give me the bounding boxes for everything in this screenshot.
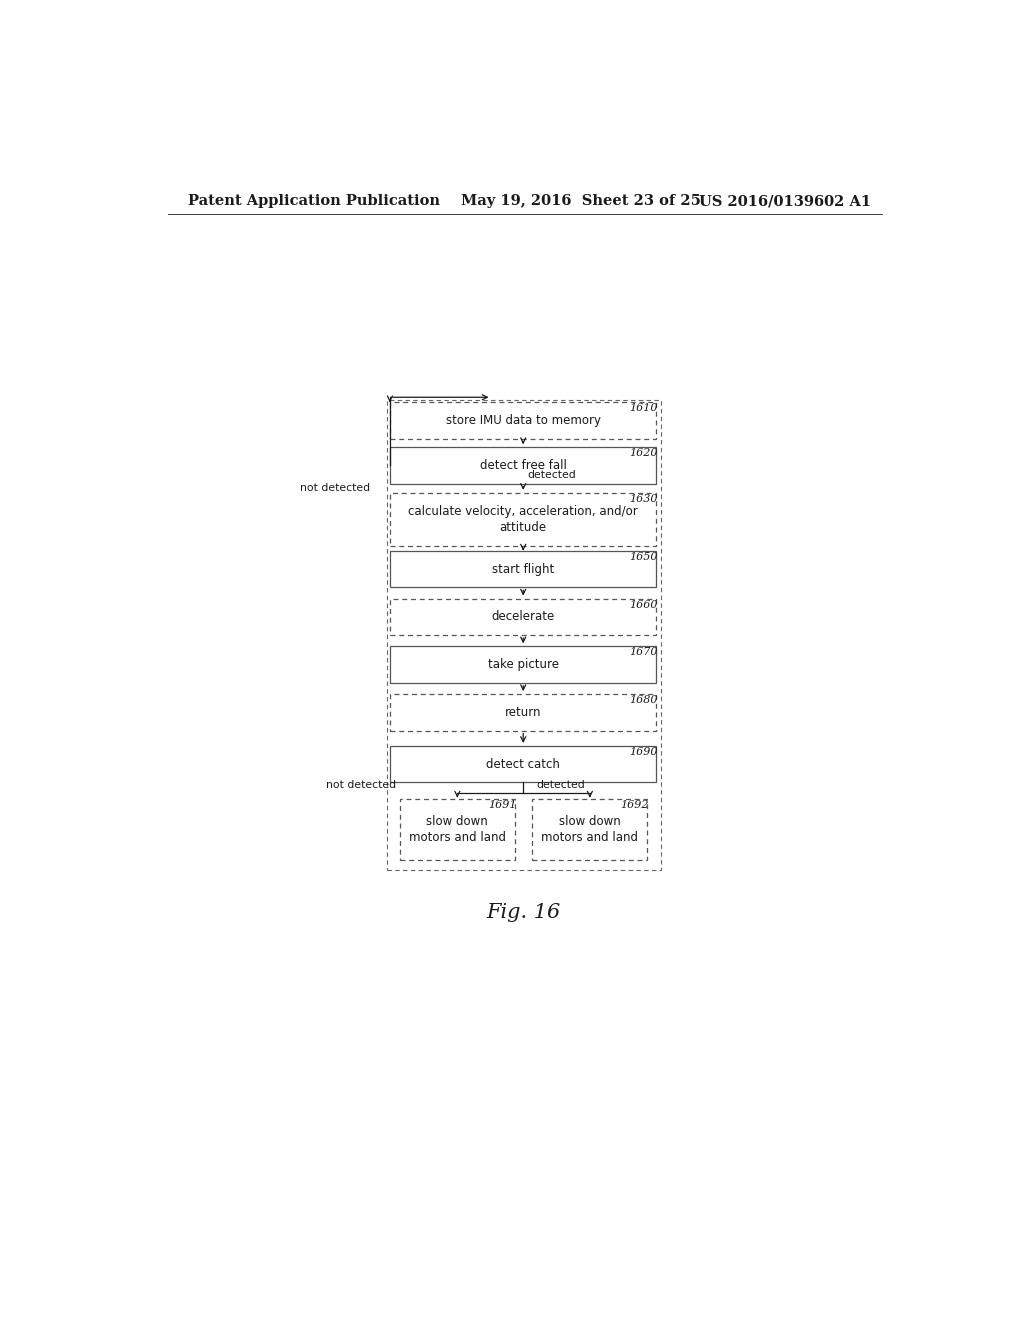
FancyBboxPatch shape xyxy=(390,598,656,635)
Text: return: return xyxy=(505,706,542,719)
Text: detected: detected xyxy=(527,470,575,480)
Text: Fig. 16: Fig. 16 xyxy=(486,903,560,923)
Text: not detected: not detected xyxy=(300,483,371,492)
FancyBboxPatch shape xyxy=(532,799,647,859)
Text: not detected: not detected xyxy=(326,780,396,789)
Text: 1660: 1660 xyxy=(629,599,657,610)
Text: slow down
motors and land: slow down motors and land xyxy=(542,814,638,843)
FancyBboxPatch shape xyxy=(390,647,656,682)
Text: take picture: take picture xyxy=(487,659,559,671)
Text: detect free fall: detect free fall xyxy=(480,459,566,471)
FancyBboxPatch shape xyxy=(390,447,656,483)
Text: 1690: 1690 xyxy=(629,747,657,756)
Text: 1692: 1692 xyxy=(621,800,649,809)
Text: 1630: 1630 xyxy=(629,494,657,504)
FancyBboxPatch shape xyxy=(390,746,656,783)
Text: calculate velocity, acceleration, and/or
attitude: calculate velocity, acceleration, and/or… xyxy=(409,504,638,533)
FancyBboxPatch shape xyxy=(390,694,656,731)
Text: May 19, 2016  Sheet 23 of 25: May 19, 2016 Sheet 23 of 25 xyxy=(461,194,701,209)
Text: US 2016/0139602 A1: US 2016/0139602 A1 xyxy=(699,194,871,209)
Text: 1650: 1650 xyxy=(629,552,657,562)
Text: start flight: start flight xyxy=(493,562,554,576)
Text: decelerate: decelerate xyxy=(492,610,555,623)
FancyBboxPatch shape xyxy=(390,550,656,587)
Text: detected: detected xyxy=(537,780,585,789)
FancyBboxPatch shape xyxy=(390,403,656,440)
Text: slow down
motors and land: slow down motors and land xyxy=(409,814,506,843)
Text: 1691: 1691 xyxy=(488,800,516,809)
Text: 1680: 1680 xyxy=(629,696,657,705)
Text: store IMU data to memory: store IMU data to memory xyxy=(445,414,601,428)
FancyBboxPatch shape xyxy=(390,492,656,545)
Text: 1620: 1620 xyxy=(629,447,657,458)
Text: 1610: 1610 xyxy=(629,404,657,413)
Text: 1670: 1670 xyxy=(629,647,657,657)
Text: Patent Application Publication: Patent Application Publication xyxy=(187,194,439,209)
FancyBboxPatch shape xyxy=(399,799,515,859)
Text: detect catch: detect catch xyxy=(486,758,560,771)
